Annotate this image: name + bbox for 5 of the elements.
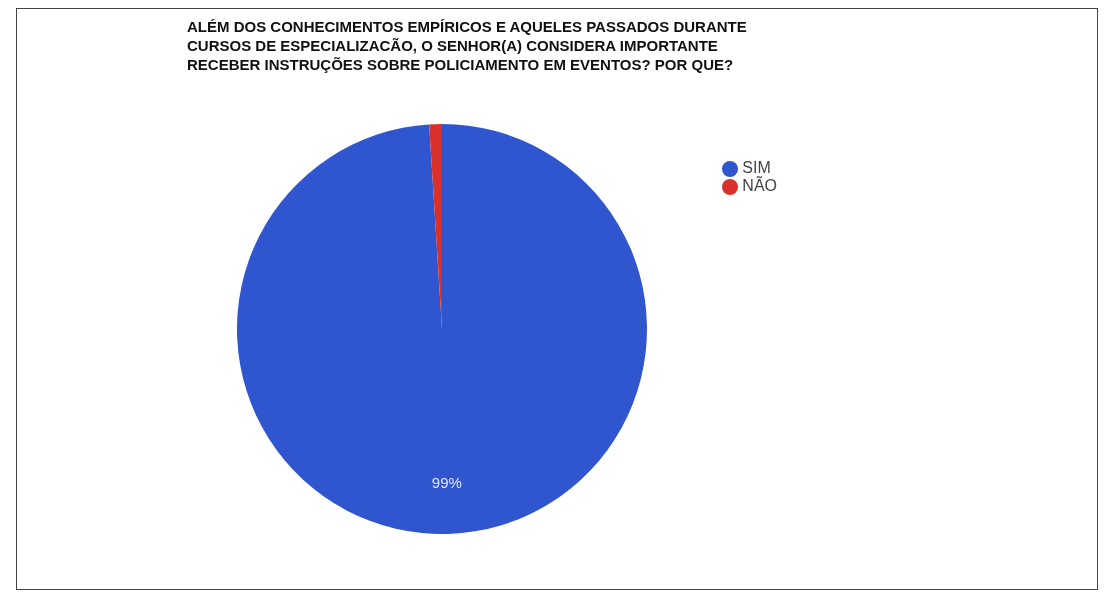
data-label: 99%	[431, 474, 462, 492]
pie-slice	[237, 124, 647, 534]
legend-label: NÃO	[742, 177, 777, 194]
chart-title: ALÉM DOS CONHECIMENTOS EMPÍRICOS E AQUELES PASSADOS DURANTE CURSOS DE ESPECIALIZACÃO, O SENHOR(A) CONSIDERA IMPORTANTE RECEBER INSTRUÇÕES SOBRE POLICIAMENTO EM EVENTOS? POR QUE?	[187, 17, 748, 74]
legend-label: SIM	[742, 159, 771, 176]
